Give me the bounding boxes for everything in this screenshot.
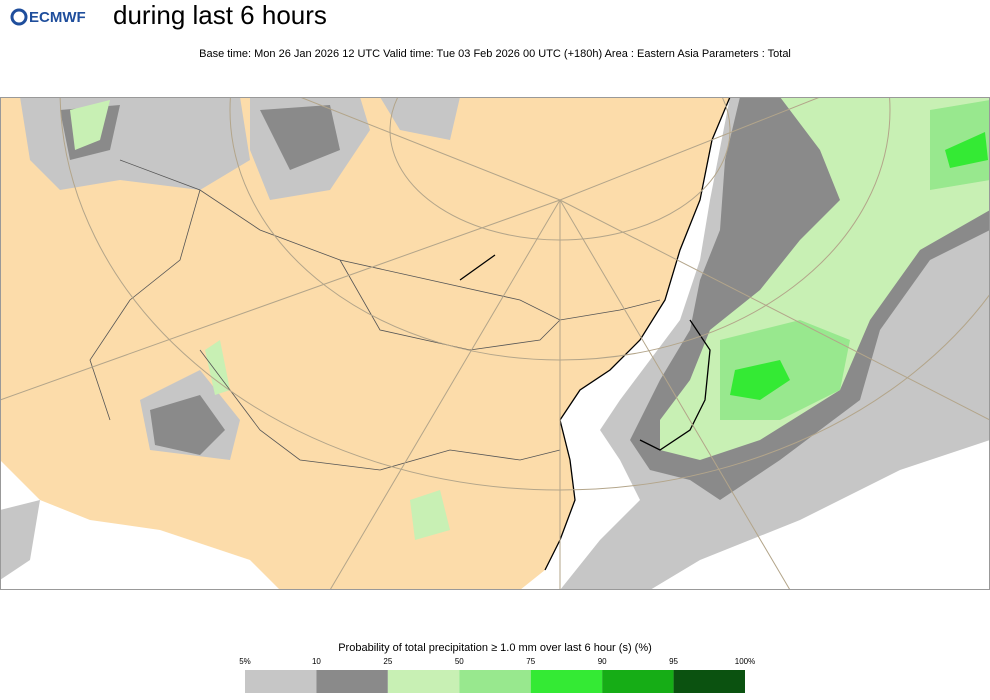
legend-tick-label: 25 bbox=[383, 657, 392, 666]
subtitle: Base time: Mon 26 Jan 2026 12 UTC Valid … bbox=[199, 48, 791, 60]
legend-swatch bbox=[459, 670, 531, 693]
map bbox=[0, 97, 990, 590]
graticule bbox=[0, 97, 990, 590]
coastline bbox=[459, 97, 731, 571]
legend-swatch bbox=[530, 670, 603, 693]
legend-swatch bbox=[602, 670, 674, 693]
legend-swatch bbox=[316, 670, 388, 693]
legend-tick-label: 10 bbox=[312, 657, 321, 666]
legend-tick-label: 50 bbox=[455, 657, 464, 666]
logo-icon bbox=[10, 8, 28, 26]
logo: ECMWF bbox=[10, 8, 86, 26]
logo-text: ECMWF bbox=[29, 9, 86, 26]
precip-90 bbox=[730, 132, 988, 400]
legend-title: Probability of total precipitation ≥ 1.0… bbox=[338, 642, 652, 654]
precip-west bbox=[0, 97, 460, 580]
legend: 5% 10 25 50 75 90 95 100% bbox=[239, 657, 755, 693]
title: during last 6 hours bbox=[113, 0, 327, 30]
legend-tick-label: 75 bbox=[526, 657, 535, 666]
legend-swatch bbox=[673, 670, 745, 693]
legend-tick-label: 90 bbox=[598, 657, 607, 666]
legend-swatch bbox=[245, 670, 317, 693]
legend-tick-label: 100% bbox=[735, 657, 755, 666]
legend-tick-label: 95 bbox=[669, 657, 678, 666]
legend-tick-label: 5% bbox=[239, 657, 251, 666]
precip-75 bbox=[720, 100, 990, 420]
borders bbox=[89, 159, 661, 471]
legend-swatch bbox=[387, 670, 460, 693]
